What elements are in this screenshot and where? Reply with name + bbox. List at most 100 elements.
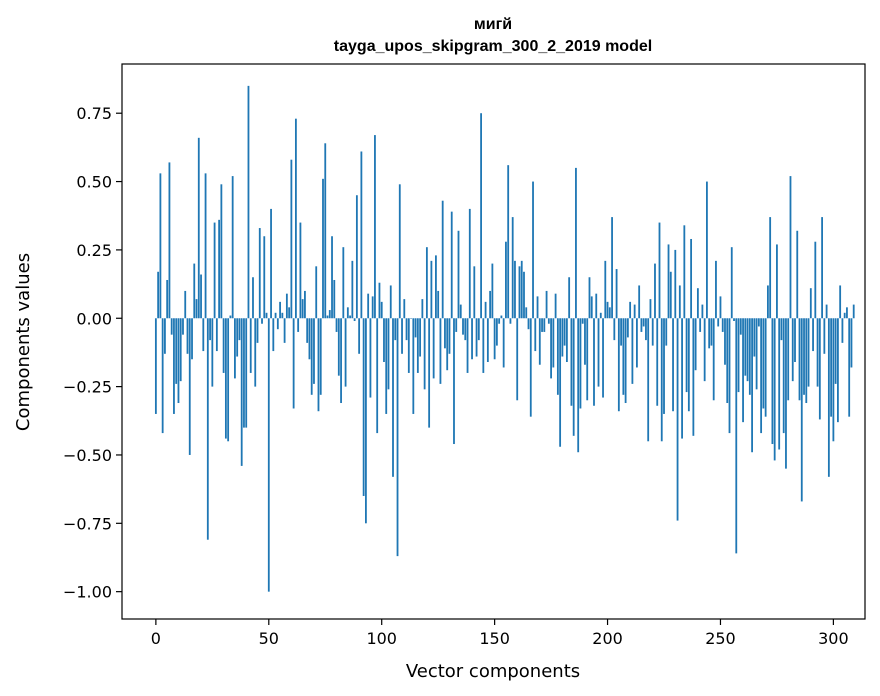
bar-62 — [294, 118, 297, 319]
bar-215 — [640, 318, 643, 332]
y-tick-label-4: −0.25 — [63, 378, 112, 397]
bar-34 — [231, 176, 234, 319]
bar-78 — [331, 236, 333, 319]
bar-243 — [703, 318, 706, 382]
bar-234 — [683, 225, 686, 319]
bar-84 — [344, 318, 347, 387]
bar-15 — [188, 318, 191, 455]
bar-32 — [227, 318, 230, 442]
bar-262 — [746, 318, 749, 382]
bar-206 — [620, 318, 622, 346]
bar-75 — [324, 143, 327, 319]
bar-88 — [353, 318, 356, 321]
bar-87 — [351, 260, 354, 319]
bar-183 — [568, 277, 571, 319]
bar-258 — [737, 318, 740, 393]
bar-289 — [807, 318, 810, 387]
bar-216 — [642, 318, 645, 327]
bar-299 — [830, 318, 833, 417]
bar-284 — [796, 230, 799, 319]
bar-308 — [850, 318, 853, 368]
bar-8 — [173, 318, 175, 414]
bar-218 — [647, 318, 650, 442]
bar-43 — [252, 277, 254, 319]
bar-287 — [803, 318, 805, 395]
y-tick-label-2: 0.25 — [76, 241, 112, 260]
bar-119 — [423, 318, 426, 390]
bars — [154, 85, 855, 592]
bar-46 — [258, 228, 261, 319]
bar-105 — [392, 318, 394, 477]
bar-137 — [464, 318, 467, 341]
x-tick-label-50: 50 — [259, 629, 279, 648]
bar-141 — [473, 266, 476, 319]
bar-30 — [222, 318, 225, 373]
bar-112 — [407, 318, 410, 373]
bar-149 — [491, 263, 494, 319]
bar-44 — [254, 318, 257, 387]
bar-200 — [606, 301, 609, 319]
bar-194 — [593, 318, 595, 406]
bar-139 — [468, 208, 471, 319]
bar-24 — [209, 318, 211, 341]
bar-167 — [532, 181, 534, 319]
bar-223 — [658, 222, 661, 319]
bar-0 — [154, 318, 157, 414]
bar-191 — [586, 318, 589, 401]
bar-136 — [462, 318, 464, 335]
bar-7 — [170, 318, 173, 335]
y-tick-label-5: −0.50 — [63, 446, 112, 465]
y-tick-label-1: 0.50 — [76, 173, 112, 192]
bar-4 — [164, 318, 166, 354]
bar-91 — [360, 151, 363, 319]
bar-79 — [333, 279, 336, 319]
bar-58 — [285, 293, 288, 319]
bar-147 — [486, 318, 489, 362]
bar-108 — [398, 184, 401, 319]
bar-161 — [518, 266, 521, 319]
bar-190 — [584, 318, 586, 365]
bar-203 — [613, 318, 616, 341]
bar-277 — [780, 318, 783, 341]
y-tick-label-3: 0.00 — [76, 309, 112, 328]
bar-132 — [453, 318, 455, 445]
bar-307 — [848, 318, 851, 417]
bar-272 — [769, 217, 772, 319]
bar-90 — [358, 318, 361, 354]
chart-title: мигй — [474, 16, 512, 33]
bar-57 — [283, 318, 286, 343]
bar-251 — [721, 318, 724, 332]
bar-229 — [672, 318, 674, 412]
bar-172 — [543, 318, 546, 332]
bar-232 — [678, 285, 681, 319]
bar-254 — [728, 318, 731, 434]
bar-255 — [730, 247, 733, 319]
bar-164 — [525, 307, 528, 319]
bar-123 — [432, 318, 435, 379]
bar-197 — [599, 312, 602, 319]
bar-184 — [570, 318, 573, 406]
bar-154 — [502, 318, 505, 368]
bar-302 — [837, 318, 839, 423]
bar-212 — [633, 304, 636, 319]
bar-192 — [588, 277, 591, 319]
bar-260 — [742, 318, 744, 423]
bar-94 — [367, 293, 370, 319]
bar-303 — [839, 285, 842, 319]
bar-37 — [238, 318, 241, 341]
bar-151 — [495, 318, 498, 346]
bar-288 — [805, 318, 808, 404]
bar-81 — [337, 318, 340, 376]
bar-182 — [565, 318, 568, 362]
bar-179 — [559, 318, 562, 447]
bar-21 — [202, 318, 205, 352]
bar-305 — [843, 312, 846, 319]
bar-265 — [753, 318, 756, 357]
y-tick-label-7: −1.00 — [63, 583, 112, 602]
bar-178 — [556, 318, 559, 395]
bar-98 — [376, 318, 379, 434]
bar-153 — [500, 315, 503, 319]
bar-283 — [794, 318, 796, 362]
bar-205 — [617, 318, 620, 412]
bar-17 — [193, 263, 196, 319]
